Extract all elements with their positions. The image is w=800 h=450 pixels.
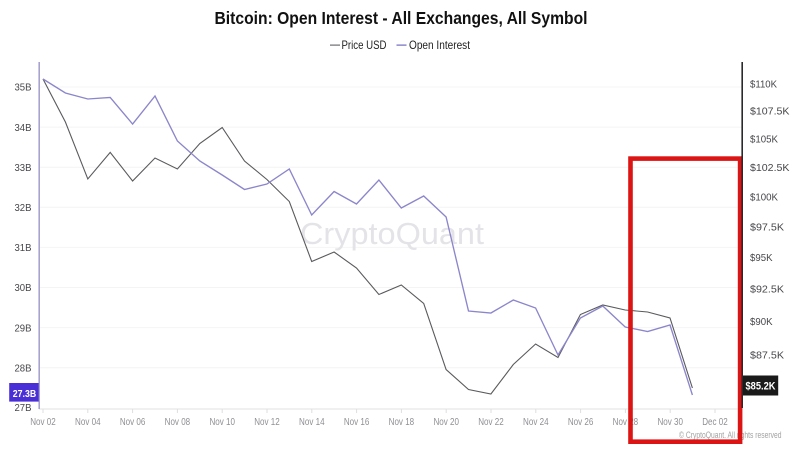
svg-text:27B: 27B xyxy=(15,402,32,414)
svg-text:$92.5K: $92.5K xyxy=(750,284,784,296)
svg-text:Nov 18: Nov 18 xyxy=(389,417,415,428)
svg-text:$87.5K: $87.5K xyxy=(750,349,784,361)
svg-text:33B: 33B xyxy=(15,162,32,174)
svg-text:31B: 31B xyxy=(15,242,32,254)
svg-text:Nov 14: Nov 14 xyxy=(299,417,325,428)
svg-text:Nov 08: Nov 08 xyxy=(165,417,191,428)
svg-text:© CryptoQuant. All rights rese: © CryptoQuant. All rights reserved xyxy=(679,430,782,440)
svg-text:Dec 02: Dec 02 xyxy=(702,417,728,428)
svg-text:Nov 24: Nov 24 xyxy=(523,417,549,428)
svg-text:Nov 12: Nov 12 xyxy=(254,417,280,428)
svg-text:$102.5K: $102.5K xyxy=(750,162,790,174)
svg-text:Open Interest: Open Interest xyxy=(409,38,471,52)
svg-text:34B: 34B xyxy=(15,122,32,134)
svg-text:Nov 04: Nov 04 xyxy=(75,417,101,428)
svg-text:Bitcoin: Open Interest - All E: Bitcoin: Open Interest - All Exchanges, … xyxy=(215,8,588,28)
svg-text:$100K: $100K xyxy=(750,191,778,203)
svg-text:Nov 20: Nov 20 xyxy=(433,417,459,428)
svg-text:Nov 06: Nov 06 xyxy=(120,417,146,428)
svg-text:28B: 28B xyxy=(15,362,32,374)
svg-text:$95K: $95K xyxy=(750,252,773,264)
svg-text:$110K: $110K xyxy=(750,78,777,90)
svg-text:Nov 28: Nov 28 xyxy=(613,417,639,428)
svg-text:Price USD: Price USD xyxy=(342,38,387,52)
svg-text:Nov 22: Nov 22 xyxy=(478,417,504,428)
svg-text:$107.5K: $107.5K xyxy=(750,106,790,118)
svg-text:35B: 35B xyxy=(15,82,32,94)
svg-text:32B: 32B xyxy=(15,202,32,214)
svg-text:$105K: $105K xyxy=(750,134,778,146)
svg-text:Nov 30: Nov 30 xyxy=(657,417,683,428)
svg-text:30B: 30B xyxy=(15,282,32,294)
svg-text:CryptoQuant: CryptoQuant xyxy=(300,216,484,251)
svg-text:$85.2K: $85.2K xyxy=(746,381,776,393)
svg-text:$97.5K: $97.5K xyxy=(750,221,784,233)
svg-text:Nov 10: Nov 10 xyxy=(209,417,235,428)
svg-text:Nov 16: Nov 16 xyxy=(344,417,370,428)
svg-text:$90K: $90K xyxy=(750,316,773,328)
svg-text:27.3B: 27.3B xyxy=(13,388,37,400)
svg-text:Nov 02: Nov 02 xyxy=(30,417,56,428)
svg-text:29B: 29B xyxy=(15,322,32,334)
svg-text:Nov 26: Nov 26 xyxy=(568,417,594,428)
